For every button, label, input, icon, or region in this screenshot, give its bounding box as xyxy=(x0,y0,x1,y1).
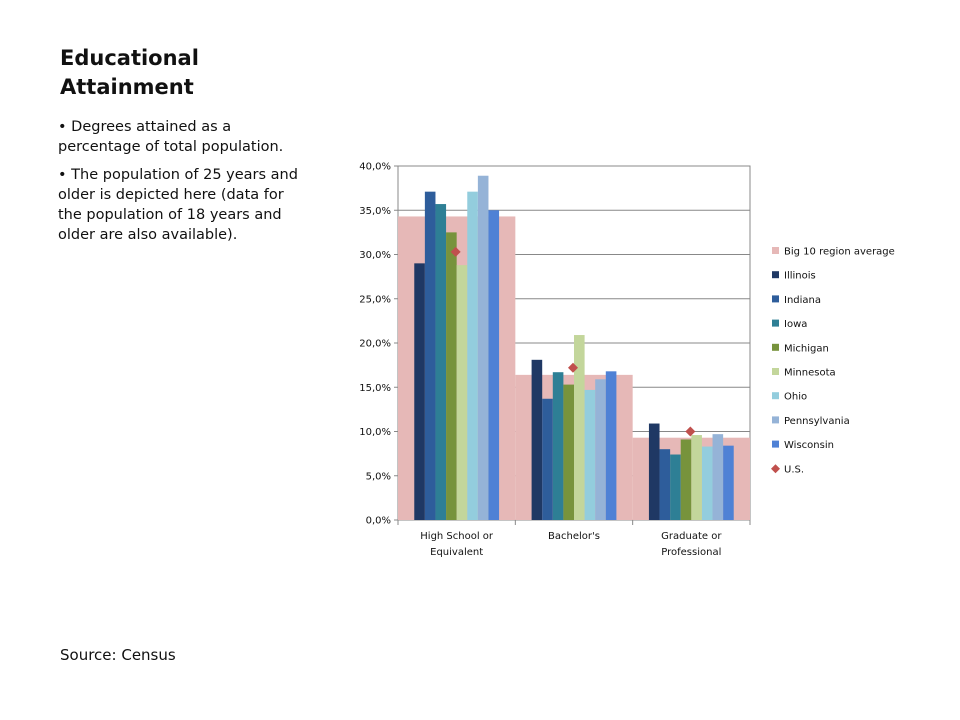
bar-wisconsin xyxy=(723,445,734,520)
marker-us xyxy=(568,362,578,373)
y-tick-label: 15,0% xyxy=(359,383,391,394)
bullet-item-2: • The population of 25 years and older i… xyxy=(58,167,298,243)
bar-pennsylvania xyxy=(595,379,606,520)
y-tick-label: 35,0% xyxy=(359,206,391,217)
legend-label-illinois: Illinois xyxy=(784,271,816,282)
bar-minnesota xyxy=(574,335,585,520)
legend-label-pennsylvania: Pennsylvania xyxy=(784,416,850,427)
legend-swatch-ohio xyxy=(772,392,779,400)
bar-wisconsin xyxy=(605,371,617,520)
x-category-label: Bachelor's xyxy=(548,531,600,542)
bar-indiana xyxy=(659,449,671,520)
bar-illinois xyxy=(414,263,425,520)
y-tick-label: 25,0% xyxy=(359,294,391,305)
bullet-text-1: Degrees attained as a percentage of tota… xyxy=(58,119,284,155)
source-note: Source: Census xyxy=(60,646,176,664)
y-tick-label: 5,0% xyxy=(366,471,391,482)
legend-swatch-illinois xyxy=(772,271,779,279)
bar-ohio xyxy=(701,446,713,520)
bar-pennsylvania xyxy=(477,175,489,521)
y-tick-label: 20,0% xyxy=(359,339,391,350)
bullet-text-2: The population of 25 years and older is … xyxy=(58,167,298,243)
legend-label-michigan: Michigan xyxy=(784,343,829,354)
x-category-label: Equivalent xyxy=(430,547,483,558)
legend-swatch-michigan xyxy=(772,343,779,351)
y-tick-label: 40,0% xyxy=(359,162,391,173)
marker-us xyxy=(685,426,696,437)
bullet-item-1: • Degrees attained as a percentage of to… xyxy=(58,119,284,155)
bar-iowa xyxy=(670,454,681,520)
bar-ohio xyxy=(584,389,596,520)
bar-ohio xyxy=(467,191,478,520)
legend-label-ohio: Ohio xyxy=(784,392,807,403)
legend-swatch-indiana xyxy=(772,295,779,303)
legend-swatch-pennsylvania xyxy=(772,416,779,424)
y-tick-label: 10,0% xyxy=(359,427,391,438)
bullet-list: • Degrees attained as a percentage of to… xyxy=(58,117,308,253)
bar-illinois xyxy=(531,359,543,520)
legend-label-big-10-region-average: Big 10 region average xyxy=(784,247,895,258)
x-category-label: Professional xyxy=(661,547,721,558)
legend-swatch-iowa xyxy=(772,319,779,327)
x-category-label: High School or xyxy=(420,531,494,542)
bar-michigan xyxy=(446,232,457,520)
bar-michigan xyxy=(563,384,574,520)
legend-label-u-s-: U.S. xyxy=(784,464,804,475)
bar-michigan xyxy=(680,439,692,520)
y-tick-label: 30,0% xyxy=(359,250,391,261)
bar-wisconsin xyxy=(488,210,500,520)
legend-label-indiana: Indiana xyxy=(784,295,821,306)
slide-title: Educational Attainment xyxy=(60,46,199,99)
legend-label-wisconsin: Wisconsin xyxy=(784,440,834,451)
bar-indiana xyxy=(542,398,553,520)
legend-swatch-big-10-region-average xyxy=(772,247,779,254)
bar-iowa xyxy=(552,372,564,520)
bar-indiana xyxy=(424,191,436,520)
legend-swatch-minnesota xyxy=(772,368,779,375)
x-category-label: Graduate or xyxy=(661,531,722,542)
bar-iowa xyxy=(435,204,447,520)
legend-swatch-wisconsin xyxy=(772,440,779,448)
bar-minnesota xyxy=(456,265,468,520)
bar-illinois xyxy=(648,423,660,520)
legend-label-minnesota: Minnesota xyxy=(784,368,836,379)
legend-swatch-u-s- xyxy=(771,464,780,474)
legend-label-iowa: Iowa xyxy=(784,319,807,330)
bar-pennsylvania xyxy=(712,434,724,520)
bar-minnesota xyxy=(691,435,702,520)
y-tick-label: 0,0% xyxy=(366,516,391,527)
educational-attainment-chart: 0,0% 5,0% 10,0% 15,0% 20,0% 25,0% 30,0% 35,0% 40… xyxy=(359,162,895,559)
